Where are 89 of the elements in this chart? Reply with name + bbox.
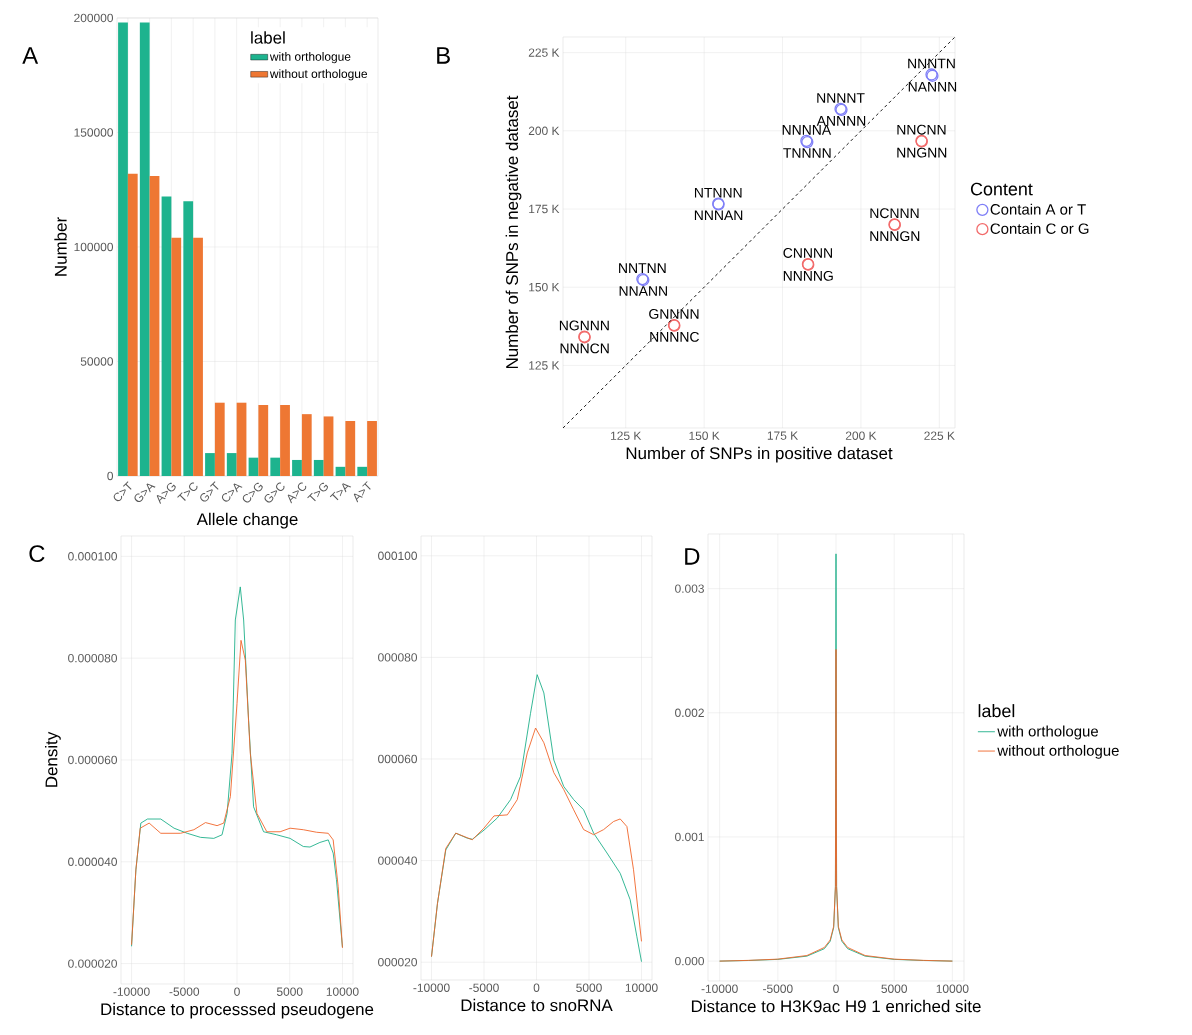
- x-tick-label: 10000: [625, 983, 658, 992]
- annotation: ANNNN: [816, 116, 866, 126]
- y-tick-label: 200000: [74, 13, 114, 23]
- legend-title: label: [978, 704, 1015, 718]
- x-tick-label: T>G: [307, 482, 328, 502]
- y-tick-label: 150000: [74, 128, 114, 137]
- y-tick-label: 0.000: [675, 956, 705, 966]
- y-tick-label: 0.003: [675, 584, 704, 593]
- x-tick-label: 5000: [881, 984, 908, 993]
- x-tick-label: C>A: [221, 483, 243, 502]
- annotation: NNNGN: [870, 231, 920, 242]
- legend-title: Content: [970, 182, 1033, 196]
- y-tick-label: 50000: [80, 357, 114, 366]
- x-axis-title: Distance to processsed pseudogene: [101, 1002, 374, 1019]
- annotation: CNNNN: [783, 247, 832, 258]
- x-axis-title: Distance to snoRNA: [461, 998, 613, 1012]
- x-tick-label: 175 K: [767, 431, 799, 440]
- y-tick-label: 0.000060: [68, 755, 118, 765]
- y-tick-label: 000100: [378, 551, 418, 561]
- x-tick-label: 200 K: [845, 431, 877, 440]
- annotation: NGNNN: [559, 320, 609, 331]
- legend-label: without orthologue: [269, 69, 368, 81]
- annotation: NNNTN: [908, 58, 955, 69]
- legend-label: with orthologue: [269, 52, 351, 64]
- y-tick-label: 125 K: [529, 361, 560, 370]
- y-tick-label: 0.000020: [68, 959, 118, 968]
- x-axis-title: Distance to H3K9ac H9 1 enriched site: [691, 999, 981, 1013]
- legend-label: with orthologue: [997, 725, 1098, 740]
- annotation: TNNNN: [783, 148, 831, 158]
- x-axis-title: Number of SNPs in positive dataset: [626, 446, 893, 463]
- x-tick-label: 5000: [276, 987, 303, 996]
- annotation: NCNNN: [870, 208, 919, 219]
- x-tick-label: -5000: [169, 987, 200, 996]
- x-tick-label: -5000: [763, 984, 793, 993]
- y-tick-label: 0: [107, 471, 114, 481]
- y-tick-label: 000060: [378, 754, 418, 764]
- annotation: NNNCN: [560, 343, 609, 354]
- legend-label: Contain A or T: [990, 203, 1086, 215]
- y-tick-label: 000020: [378, 957, 418, 967]
- y-tick-label: 0.000040: [68, 857, 118, 867]
- legend-label: without orthologue: [997, 744, 1119, 759]
- x-tick-label: T>A: [329, 483, 352, 501]
- x-tick-label: 225 K: [924, 431, 955, 440]
- x-axis-title: Allele change: [196, 512, 298, 529]
- annotation: NNGNN: [897, 147, 947, 158]
- x-tick-label: 150 K: [689, 431, 720, 440]
- x-tick-label: 0: [833, 984, 839, 993]
- annotation: NNANN: [619, 286, 667, 296]
- legend-label: Contain C or G: [990, 223, 1089, 234]
- text: A: [22, 47, 39, 64]
- y-tick-label: 225 K: [528, 48, 560, 57]
- x-tick-label: T>C: [177, 482, 198, 501]
- annotation: NNCNN: [897, 124, 946, 135]
- legend-title: label: [251, 31, 285, 44]
- x-tick-label: -10000: [113, 987, 150, 996]
- x-tick-label: 125 K: [611, 431, 642, 440]
- y-axis-title: Number of SNPs in negative dataset: [505, 95, 522, 369]
- annotation: NNTNN: [619, 263, 666, 273]
- text: B: [437, 47, 450, 64]
- y-tick-label: 150 K: [529, 282, 560, 292]
- x-tick-label: 10000: [936, 984, 969, 993]
- annotation: NNNNC: [650, 331, 699, 342]
- x-tick-label: 5000: [576, 983, 602, 992]
- y-tick-label: 100000: [74, 242, 114, 252]
- y-axis-title: Number: [54, 217, 67, 276]
- annotation: NTNNN: [694, 187, 742, 198]
- annotation: NNNNA: [782, 125, 832, 135]
- y-tick-label: 0.000080: [68, 653, 118, 663]
- annotation: NNNNG: [783, 270, 833, 281]
- y-axis-title: Density: [45, 731, 61, 787]
- annotation: NNNAN: [694, 210, 743, 221]
- y-tick-label: 000080: [378, 653, 418, 662]
- text: C: [29, 545, 45, 563]
- y-tick-label: 175 K: [529, 204, 560, 214]
- x-tick-label: 10000: [326, 987, 359, 996]
- y-tick-label: 0.001: [675, 832, 704, 842]
- x-tick-label: 0: [234, 987, 240, 996]
- y-tick-label: 0.000100: [68, 552, 118, 561]
- x-tick-label: -10000: [701, 984, 738, 993]
- text: D: [685, 548, 700, 565]
- y-tick-label: 0.002: [675, 708, 704, 718]
- y-tick-label: 200 K: [528, 126, 560, 136]
- x-tick-label: G>A: [134, 483, 156, 503]
- x-tick-label: -10000: [413, 983, 450, 992]
- y-tick-label: 000040: [378, 856, 418, 865]
- annotation: NANNN: [908, 81, 957, 92]
- annotation: GNNNN: [649, 308, 699, 319]
- annotation: NNNNT: [817, 93, 865, 103]
- x-tick-label: -5000: [469, 983, 499, 992]
